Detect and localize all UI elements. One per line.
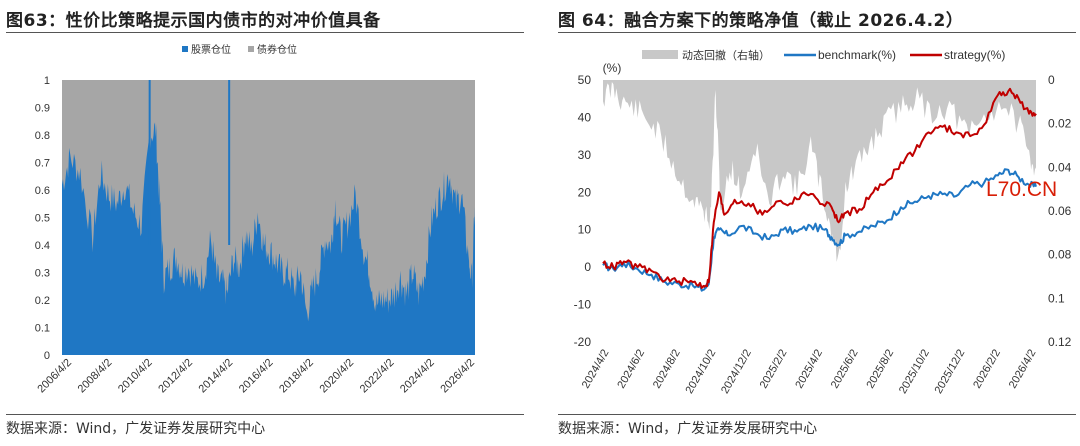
legend-label-drawdown: 动态回撤（右轴） xyxy=(682,48,770,62)
legend-swatch-bond xyxy=(248,46,254,52)
y2-tick-label: 0.06 xyxy=(1048,204,1072,218)
y2-tick-label: 0.08 xyxy=(1048,248,1072,262)
y-tick-label: 20 xyxy=(578,185,592,199)
y-tick-label: 0 xyxy=(584,260,591,274)
legend-label-strategy: strategy(%) xyxy=(944,48,1005,62)
y-tick-label: 0.5 xyxy=(35,213,50,225)
y-tick-label: 0.3 xyxy=(35,268,50,280)
y-tick-label: 30 xyxy=(578,148,592,162)
y-tick-label: 0.9 xyxy=(35,103,50,115)
x-tick-label: 2024/10/2 xyxy=(683,348,718,396)
y2-tick-label: 0.1 xyxy=(1048,291,1065,305)
legend-label-stock: 股票仓位 xyxy=(191,43,231,56)
y-tick-label: 40 xyxy=(578,110,592,124)
benchmark-line xyxy=(602,168,1037,292)
x-tick-label: 2024/12/2 xyxy=(719,348,754,396)
y-tick-label: -20 xyxy=(574,335,592,349)
y-tick-label: 50 xyxy=(578,73,592,87)
x-tick-label: 2024/8/2 xyxy=(651,348,683,391)
right-chart-title: 图 64：融合方案下的策略净值（截止 2026.4.2） xyxy=(558,11,964,31)
y2-tick-label: 0 xyxy=(1048,73,1055,87)
watermark-logo: L70.CN xyxy=(986,178,1058,201)
x-tick-label: 2026/4/2 xyxy=(1007,348,1039,391)
y-tick-label: 0.7 xyxy=(35,158,50,170)
x-tick-label: 2024/6/2 xyxy=(615,348,647,391)
left-source-note: 数据来源：Wind，广发证券发展研究中心 xyxy=(6,421,266,437)
right-chart-panel: 图 64：融合方案下的策略净值（截止 2026.4.2） 动态回撤（右轴） ben… xyxy=(552,0,1080,446)
x-tick-label: 2012/4/2 xyxy=(156,357,195,396)
y-tick-label: 0.6 xyxy=(35,185,50,197)
legend-swatch-drawdown xyxy=(642,50,678,59)
y2-tick-label: 0.04 xyxy=(1048,160,1072,174)
x-tick-label: 2020/4/2 xyxy=(317,357,356,396)
x-tick-label: 2022/4/2 xyxy=(358,357,397,396)
left-chart-panel: 图63：性价比策略提示国内债市的对冲价值具备 股票仓位 债券仓位 0 0.1 0.2 0.… xyxy=(0,0,528,446)
x-tick-label: 2024/4/2 xyxy=(398,357,437,396)
strategy-line xyxy=(602,87,1037,289)
y-unit-label: (%) xyxy=(603,61,622,75)
right-source-note: 数据来源：Wind，广发证券发展研究中心 xyxy=(558,421,818,437)
y-tick-label: 0.8 xyxy=(35,130,50,142)
x-tick-label: 2025/2/2 xyxy=(758,348,790,391)
x-tick-label: 2026/4/2 xyxy=(438,357,477,396)
stock-bond-allocation-chart: 股票仓位 债券仓位 0 0.1 0.2 0.3 0.4 0.5 0.6 0.7 0.8 0.9 1 200… xyxy=(35,43,477,396)
x-tick-label: 2026/2/2 xyxy=(971,348,1003,391)
x-tick-label: 2016/4/2 xyxy=(237,357,276,396)
x-tick-label: 2025/4/2 xyxy=(793,348,825,391)
x-tick-label: 2018/4/2 xyxy=(277,357,316,396)
x-tick-label: 2025/12/2 xyxy=(933,348,968,396)
y-tick-label: 0.4 xyxy=(35,240,50,252)
x-tick-label: 2006/4/2 xyxy=(35,357,74,396)
right-source-rule xyxy=(558,414,1076,415)
x-tick-label: 2008/4/2 xyxy=(76,357,115,396)
legend-swatch-stock xyxy=(182,46,188,52)
x-tick-label: 2010/4/2 xyxy=(116,357,155,396)
x-tick-label: 2014/4/2 xyxy=(197,357,236,396)
y-tick-label: 0.2 xyxy=(35,295,50,307)
x-tick-label: 2025/10/2 xyxy=(897,348,932,396)
drawdown-area xyxy=(603,80,1036,262)
strategy-nav-chart: 动态回撤（右轴） benchmark(%) strategy(%) (%) -20 -10… xyxy=(574,48,1072,396)
left-title-rule xyxy=(6,32,524,33)
legend-label-benchmark: benchmark(%) xyxy=(818,48,896,62)
x-tick-label: 2025/8/2 xyxy=(864,348,896,391)
x-tick-label: 2025/6/2 xyxy=(829,348,861,391)
legend-label-bond: 债券仓位 xyxy=(257,43,297,56)
y-tick-label: 1 xyxy=(44,75,50,87)
y-tick-label: 0.1 xyxy=(35,323,50,335)
y-tick-label: 10 xyxy=(578,223,592,237)
stock-position-area xyxy=(62,122,475,356)
right-title-rule xyxy=(558,32,1076,33)
y-tick-label: 0 xyxy=(44,350,50,362)
y2-tick-label: 0.02 xyxy=(1048,117,1072,131)
x-tick-label: 2024/4/2 xyxy=(580,348,612,391)
y-tick-label: -10 xyxy=(574,298,592,312)
y2-tick-label: 0.12 xyxy=(1048,335,1072,349)
left-chart-title: 图63：性价比策略提示国内债市的对冲价值具备 xyxy=(6,11,381,31)
left-source-rule xyxy=(6,414,524,415)
